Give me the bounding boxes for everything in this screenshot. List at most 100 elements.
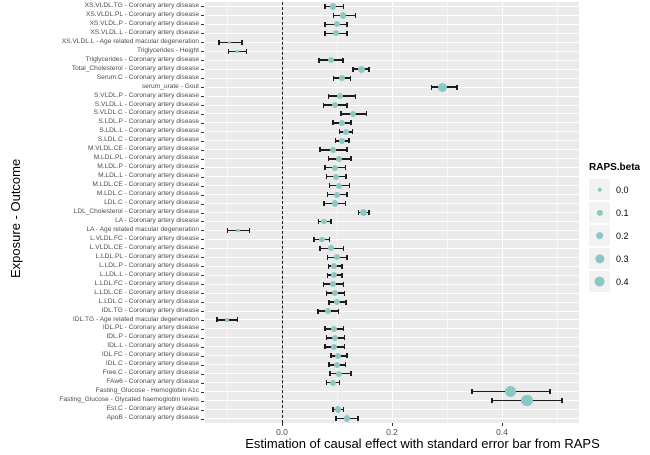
y-tick-mark — [201, 293, 204, 295]
error-bar-cap-right — [350, 120, 352, 126]
y-tick-mark — [201, 248, 204, 250]
y-tick-mark — [201, 266, 204, 268]
row-label: IDL.C - Coronary artery disease — [105, 360, 199, 368]
y-tick-mark — [201, 140, 204, 142]
data-point — [438, 82, 448, 92]
error-bar-cap-left — [340, 111, 342, 117]
error-bar-cap-right — [368, 210, 370, 215]
legend-entry: 0.4 — [589, 271, 649, 292]
row-label: L.LDL.P - Coronary artery disease — [99, 261, 199, 269]
y-tick-mark — [201, 51, 204, 53]
row-label: Est.C - Coronary artery disease — [106, 405, 199, 413]
row-label: Serum.C - Coronary artery disease — [96, 73, 199, 81]
error-bar-cap-left — [332, 12, 335, 18]
error-bar-cap-right — [328, 236, 331, 242]
zero-reference-line — [282, 2, 283, 423]
error-bar-cap-left — [318, 57, 320, 63]
y-tick-mark — [201, 87, 204, 89]
error-bar-cap-right — [343, 344, 346, 350]
error-bar-cap-left — [325, 174, 327, 180]
error-bar-cap-right — [341, 263, 343, 269]
legend-entry-label: 0.2 — [616, 230, 629, 241]
error-bar-cap-left — [471, 389, 473, 395]
row-label: S.LDL.C - Coronary artery disease — [97, 136, 199, 144]
grid-line-vertical-minor — [446, 2, 448, 423]
error-bar-cap-left — [491, 398, 493, 404]
grid-line-vertical-major — [391, 2, 393, 423]
x-axis-title: Estimation of causal effect with standar… — [245, 436, 600, 451]
data-point — [236, 228, 240, 233]
row-label: L.VLDL.CE - Coronary artery disease — [89, 243, 199, 251]
grid-line-vertical-minor — [556, 2, 558, 423]
y-tick-mark — [201, 15, 204, 17]
data-point — [335, 406, 342, 413]
y-tick-mark — [201, 382, 204, 384]
error-bar-cap-right — [344, 165, 347, 171]
error-bar-cap-right — [346, 21, 348, 27]
data-point — [331, 272, 338, 279]
error-bar-cap-right — [345, 299, 347, 305]
error-bar-cap-left — [332, 120, 334, 126]
y-tick-mark — [201, 319, 204, 321]
row-label: M.LDL.L - Coronary artery disease — [98, 172, 199, 180]
row-label: M.LDL.CE - Coronary artery disease — [92, 181, 199, 189]
error-bar-cap-right — [349, 75, 352, 81]
error-bar-cap-left — [326, 272, 329, 278]
y-tick-mark — [201, 105, 204, 106]
error-bar-cap-right — [346, 30, 348, 36]
error-bar-cap-right — [341, 272, 343, 278]
error-bar-cap-right — [346, 102, 348, 108]
error-bar-cap-left — [317, 218, 320, 224]
legend-entry-label: 0.4 — [616, 276, 629, 287]
row-label: L.LDL.FC - Coronary artery disease — [94, 279, 199, 287]
error-bar-cap-left — [324, 326, 326, 332]
row-label: L.LDL.PL - Coronary artery disease — [95, 252, 199, 260]
error-bar-cap-left — [328, 362, 330, 368]
error-bar-cap-left — [216, 317, 218, 323]
data-point — [335, 352, 342, 359]
data-point — [333, 361, 341, 368]
row-label: M.VLDL.CE - Coronary artery disease — [87, 145, 199, 153]
error-bar-cap-right — [337, 308, 340, 314]
legend-entry: 0.0 — [589, 179, 649, 200]
data-point — [330, 3, 337, 10]
data-point — [336, 370, 343, 377]
row-label: Fasting_Glucose - Glycated haemoglobin l… — [59, 396, 199, 404]
legend-entry-label: 0.3 — [616, 253, 629, 264]
data-point — [328, 57, 335, 64]
row-label: ApoB - Coronary artery disease — [106, 414, 199, 422]
error-bar-cap-right — [351, 129, 354, 135]
error-bar-cap-left — [326, 192, 329, 198]
y-tick-mark — [201, 113, 204, 115]
y-tick-mark — [201, 346, 204, 348]
data-point — [225, 318, 229, 322]
legend-entry: 0.3 — [589, 248, 649, 269]
row-label: M.LDL.C - Coronary artery disease — [96, 190, 199, 198]
row-label: XS.VLDL.L - Age related macular degenera… — [61, 37, 199, 45]
row-label: FAw6 - Coronary artery disease — [106, 378, 199, 386]
y-tick-mark — [201, 391, 204, 393]
y-tick-mark — [201, 185, 204, 187]
error-bar-cap-right — [350, 156, 352, 162]
data-point — [333, 191, 341, 198]
error-bar-cap-right — [342, 245, 345, 251]
data-point — [319, 236, 325, 243]
legend-size-dot — [594, 276, 605, 287]
error-bar-cap-left — [327, 93, 330, 99]
data-point — [333, 298, 341, 306]
row-label: LDL_Cholesterol - Coronary artery diseas… — [73, 208, 199, 216]
error-bar-cap-left — [227, 48, 230, 54]
y-tick-mark — [201, 364, 204, 366]
grid-line-vertical-minor — [336, 2, 338, 423]
x-tick-mark — [282, 423, 283, 426]
row-label: M.LDL.P - Coronary artery disease — [97, 163, 199, 171]
error-bar-cap-right — [241, 39, 243, 45]
data-point — [332, 173, 339, 180]
error-bar-cap-left — [325, 380, 327, 386]
error-bar-cap-right — [354, 12, 357, 18]
data-point — [331, 200, 338, 207]
error-bar-cap-right — [343, 335, 346, 341]
y-tick-mark — [201, 158, 204, 160]
data-point — [235, 49, 239, 53]
